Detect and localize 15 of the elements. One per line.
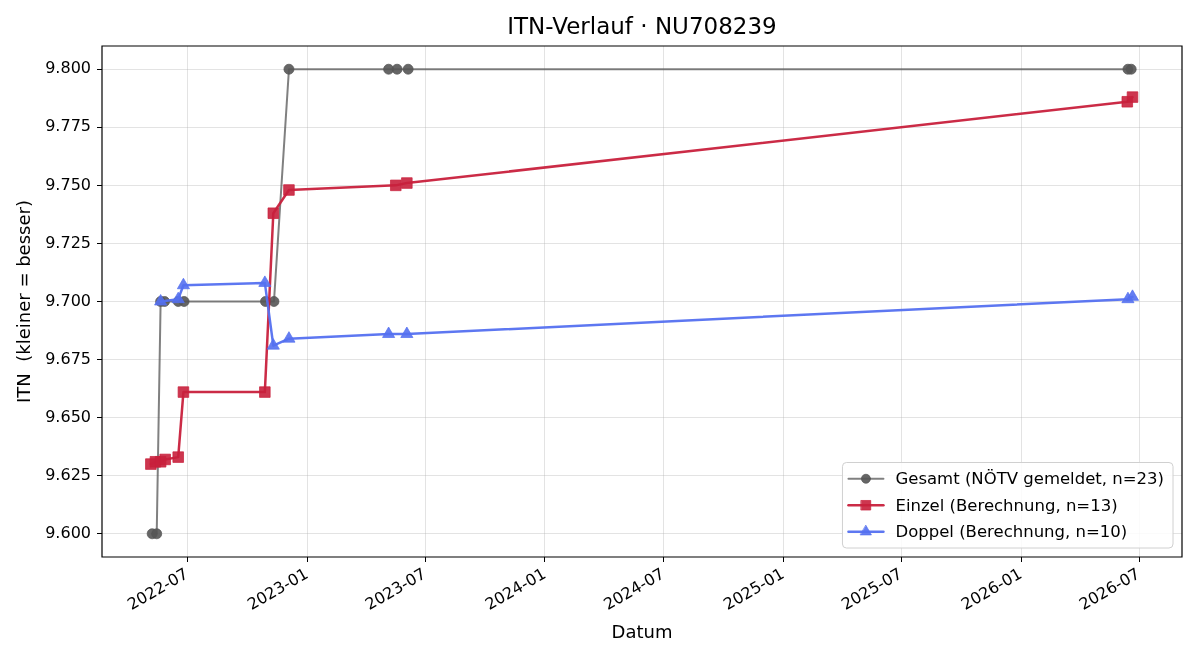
y-tick-label: 9.600 (45, 522, 91, 542)
y-tick-label: 9.650 (45, 406, 91, 426)
x-axis-title: Datum (611, 620, 673, 642)
legend-label: Gesamt (NÖTV gemeldet, n=23) (895, 469, 1164, 489)
y-tick-label: 9.750 (45, 174, 91, 194)
chart-title: ITN-Verlauf · NU708239 (507, 12, 777, 39)
y-axis-title: ITN (kleiner = besser) (13, 200, 35, 403)
y-tick-label: 9.800 (45, 58, 91, 78)
y-tick-label: 9.775 (45, 116, 91, 136)
y-tick-label: 9.700 (45, 290, 91, 310)
legend-label: Doppel (Berechnung, n=10) (895, 522, 1128, 542)
y-tick-label: 9.675 (45, 348, 91, 368)
y-tick-label: 9.725 (45, 232, 91, 252)
legend-label: Einzel (Berechnung, n=13) (895, 495, 1118, 515)
y-tick-label: 9.625 (45, 464, 91, 484)
